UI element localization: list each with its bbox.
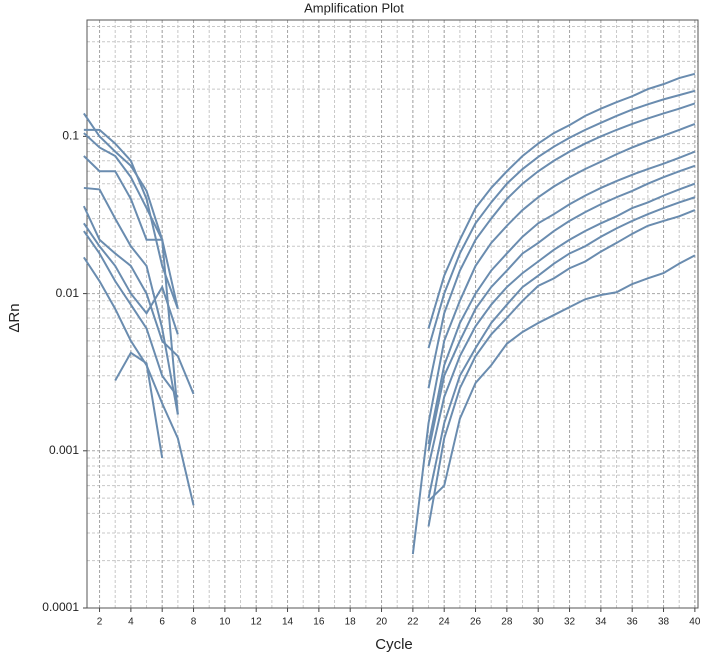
x-tick-label: 34 [595, 617, 607, 628]
x-tick-label: 10 [219, 617, 231, 628]
x-tick-label: 28 [501, 617, 513, 628]
plot-frame [86, 19, 699, 609]
series-line [83, 132, 164, 241]
series-line [427, 254, 696, 502]
series-line [83, 256, 195, 506]
series-line [427, 196, 696, 499]
x-tick-label: 24 [439, 617, 451, 628]
x-tick-label: 20 [376, 617, 388, 628]
series-line [427, 209, 696, 527]
chart-title: Amplification Plot [304, 0, 404, 15]
y-tick-label: 0.01 [56, 286, 80, 300]
series-line [83, 222, 179, 335]
x-tick-label: 38 [658, 617, 670, 628]
x-tick-label: 30 [533, 617, 545, 628]
series-line [83, 230, 179, 398]
x-tick-label: 40 [689, 617, 701, 628]
series-line [83, 155, 179, 415]
series-line [427, 89, 696, 349]
series-line [427, 150, 696, 445]
x-tick-label: 2 [97, 617, 103, 628]
series-line [427, 102, 696, 389]
series-line [114, 351, 164, 459]
x-tick-label: 8 [191, 617, 197, 628]
series-line [411, 123, 696, 555]
x-tick-label: 22 [407, 617, 419, 628]
series-line [427, 72, 696, 329]
x-tick-label: 12 [251, 617, 263, 628]
series-line [83, 128, 179, 310]
y-axis-title: ΔRn [6, 303, 23, 332]
x-tick-label: 16 [313, 617, 325, 628]
x-axis-title: Cycle [375, 636, 413, 653]
y-tick-label: 0.1 [62, 129, 79, 143]
x-tick-label: 32 [564, 617, 576, 628]
y-tick-label: 0.001 [49, 443, 79, 457]
y-tick-label: 0.0001 [42, 600, 79, 614]
x-tick-label: 36 [627, 617, 639, 628]
series-line [83, 186, 179, 415]
series-line [427, 182, 696, 467]
series-line [427, 164, 696, 452]
x-tick-label: 4 [128, 617, 134, 628]
x-tick-label: 6 [159, 617, 165, 628]
x-tick-label: 26 [470, 617, 482, 628]
x-tick-label: 18 [345, 617, 357, 628]
x-tick-label: 14 [282, 617, 294, 628]
series-line [82, 205, 195, 395]
